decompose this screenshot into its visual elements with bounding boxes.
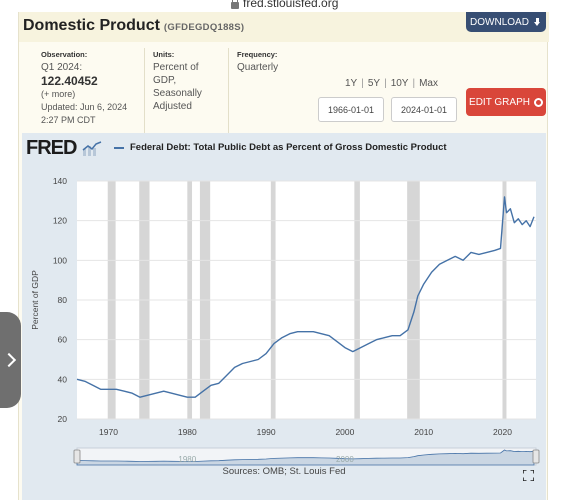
x-tick-label: 1990 xyxy=(257,427,276,437)
edit-graph-label: EDIT GRAPH xyxy=(469,96,530,108)
x-tick-label: 1970 xyxy=(99,427,118,437)
y-tick-label: 60 xyxy=(58,335,68,345)
fred-logo: FRED xyxy=(26,137,77,159)
chart-sources: Sources: OMB; St. Louis Fed xyxy=(222,466,346,477)
y-tick-label: 120 xyxy=(53,216,67,226)
more-observations-link[interactable]: (+ more) xyxy=(41,89,76,99)
series-panel: Domestic Product (GFDEGDQ188S) DOWNLOAD O… xyxy=(18,12,549,500)
updated-time: 2:27 PM CDT xyxy=(41,115,96,125)
observation-period: Q1 2024: xyxy=(41,62,83,73)
fred-logo-chart-icon xyxy=(82,141,102,156)
observation-value: 122.40452 xyxy=(41,74,98,88)
browser-url-bar[interactable]: fred.stlouisfed.org xyxy=(0,0,566,12)
side-panel-toggle[interactable] xyxy=(0,312,21,408)
navigator-handle[interactable] xyxy=(73,449,81,464)
chart-legend: Federal Debt: Total Public Debt as Perce… xyxy=(114,142,447,153)
graph-container: FRED Federal Debt: Total Public Debt as … xyxy=(22,133,546,500)
series-id: (GFDEGDQ188S) xyxy=(163,22,245,33)
frequency-label: Frequency: xyxy=(237,50,278,59)
x-tick-label: 2000 xyxy=(335,427,354,437)
download-button[interactable]: DOWNLOAD xyxy=(466,12,546,32)
navigator-label: 1980 xyxy=(178,455,196,464)
units-label: Units: xyxy=(153,50,175,59)
units-line: Percent of xyxy=(153,62,199,73)
y-tick-label: 80 xyxy=(58,295,68,305)
updated-label: Updated: xyxy=(41,102,78,112)
units-line: Adjusted xyxy=(153,101,192,112)
navigator-handle[interactable] xyxy=(532,449,540,464)
legend-swatch xyxy=(114,146,124,149)
y-tick-label: 100 xyxy=(53,255,67,265)
series-title: Domestic Product xyxy=(23,17,160,34)
y-tick-label: 20 xyxy=(58,414,68,424)
gear-icon xyxy=(533,97,543,107)
units-line: GDP, xyxy=(153,75,177,86)
updated-date: Jun 6, 2024 xyxy=(80,102,128,112)
edit-graph-button[interactable]: EDIT GRAPH xyxy=(466,88,546,116)
x-tick-label: 2020 xyxy=(493,427,512,437)
end-date-input[interactable]: 2024-01-01 xyxy=(391,97,457,122)
frequency-value: Quarterly xyxy=(237,62,279,73)
series-line xyxy=(76,196,535,398)
title-bar: Domestic Product (GFDEGDQ188S) DOWNLOAD xyxy=(19,12,549,42)
units-value: Percent of GDP, Seasonally Adjusted xyxy=(153,61,228,113)
download-icon xyxy=(533,17,542,27)
download-label: DOWNLOAD xyxy=(470,16,529,28)
observation-block: Observation: Q1 2024: 122.40452 (+ more)… xyxy=(41,48,145,144)
range-5y[interactable]: 5Y xyxy=(367,78,381,89)
legend-label: Federal Debt: Total Public Debt as Perce… xyxy=(130,142,447,153)
frequency-block: Frequency: Quarterly xyxy=(237,48,313,144)
line-chart[interactable]: 20 40 60 80 100 120 140 1970 1980 1990 2000 2010 202… xyxy=(22,133,546,500)
range-max[interactable]: Max xyxy=(419,78,438,89)
y-tick-label: 140 xyxy=(53,176,67,186)
url-text: fred.stlouisfed.org xyxy=(243,0,339,10)
lock-icon xyxy=(231,0,239,9)
observation-label: Observation: xyxy=(41,50,88,59)
url-display[interactable]: fred.stlouisfed.org xyxy=(231,0,338,10)
range-separator: | xyxy=(384,78,387,89)
units-line: Seasonally xyxy=(153,88,202,99)
navigator-series xyxy=(76,449,535,466)
range-separator: | xyxy=(361,78,364,89)
x-tick-label: 1980 xyxy=(178,427,197,437)
start-date-input[interactable]: 1966-01-01 xyxy=(318,97,384,122)
range-separator: | xyxy=(412,78,416,89)
range-1y[interactable]: 1Y xyxy=(345,78,358,89)
page-title: Domestic Product (GFDEGDQ188S) xyxy=(23,17,244,35)
chevron-right-icon xyxy=(1,352,17,368)
units-block: Units: Percent of GDP, Seasonally Adjust… xyxy=(153,48,229,144)
y-axis-label: Percent of GDP xyxy=(30,270,40,330)
navigator-label: 2000 xyxy=(336,455,354,464)
range-10y[interactable]: 10Y xyxy=(390,78,409,89)
x-tick-label: 2010 xyxy=(414,427,433,437)
fullscreen-icon[interactable] xyxy=(523,470,534,481)
updated-line: Updated: Jun 6, 2024 xyxy=(41,101,144,114)
y-tick-label: 40 xyxy=(58,374,68,384)
date-range-shortcuts: 1Y | 5Y | 10Y | Max xyxy=(345,78,438,89)
